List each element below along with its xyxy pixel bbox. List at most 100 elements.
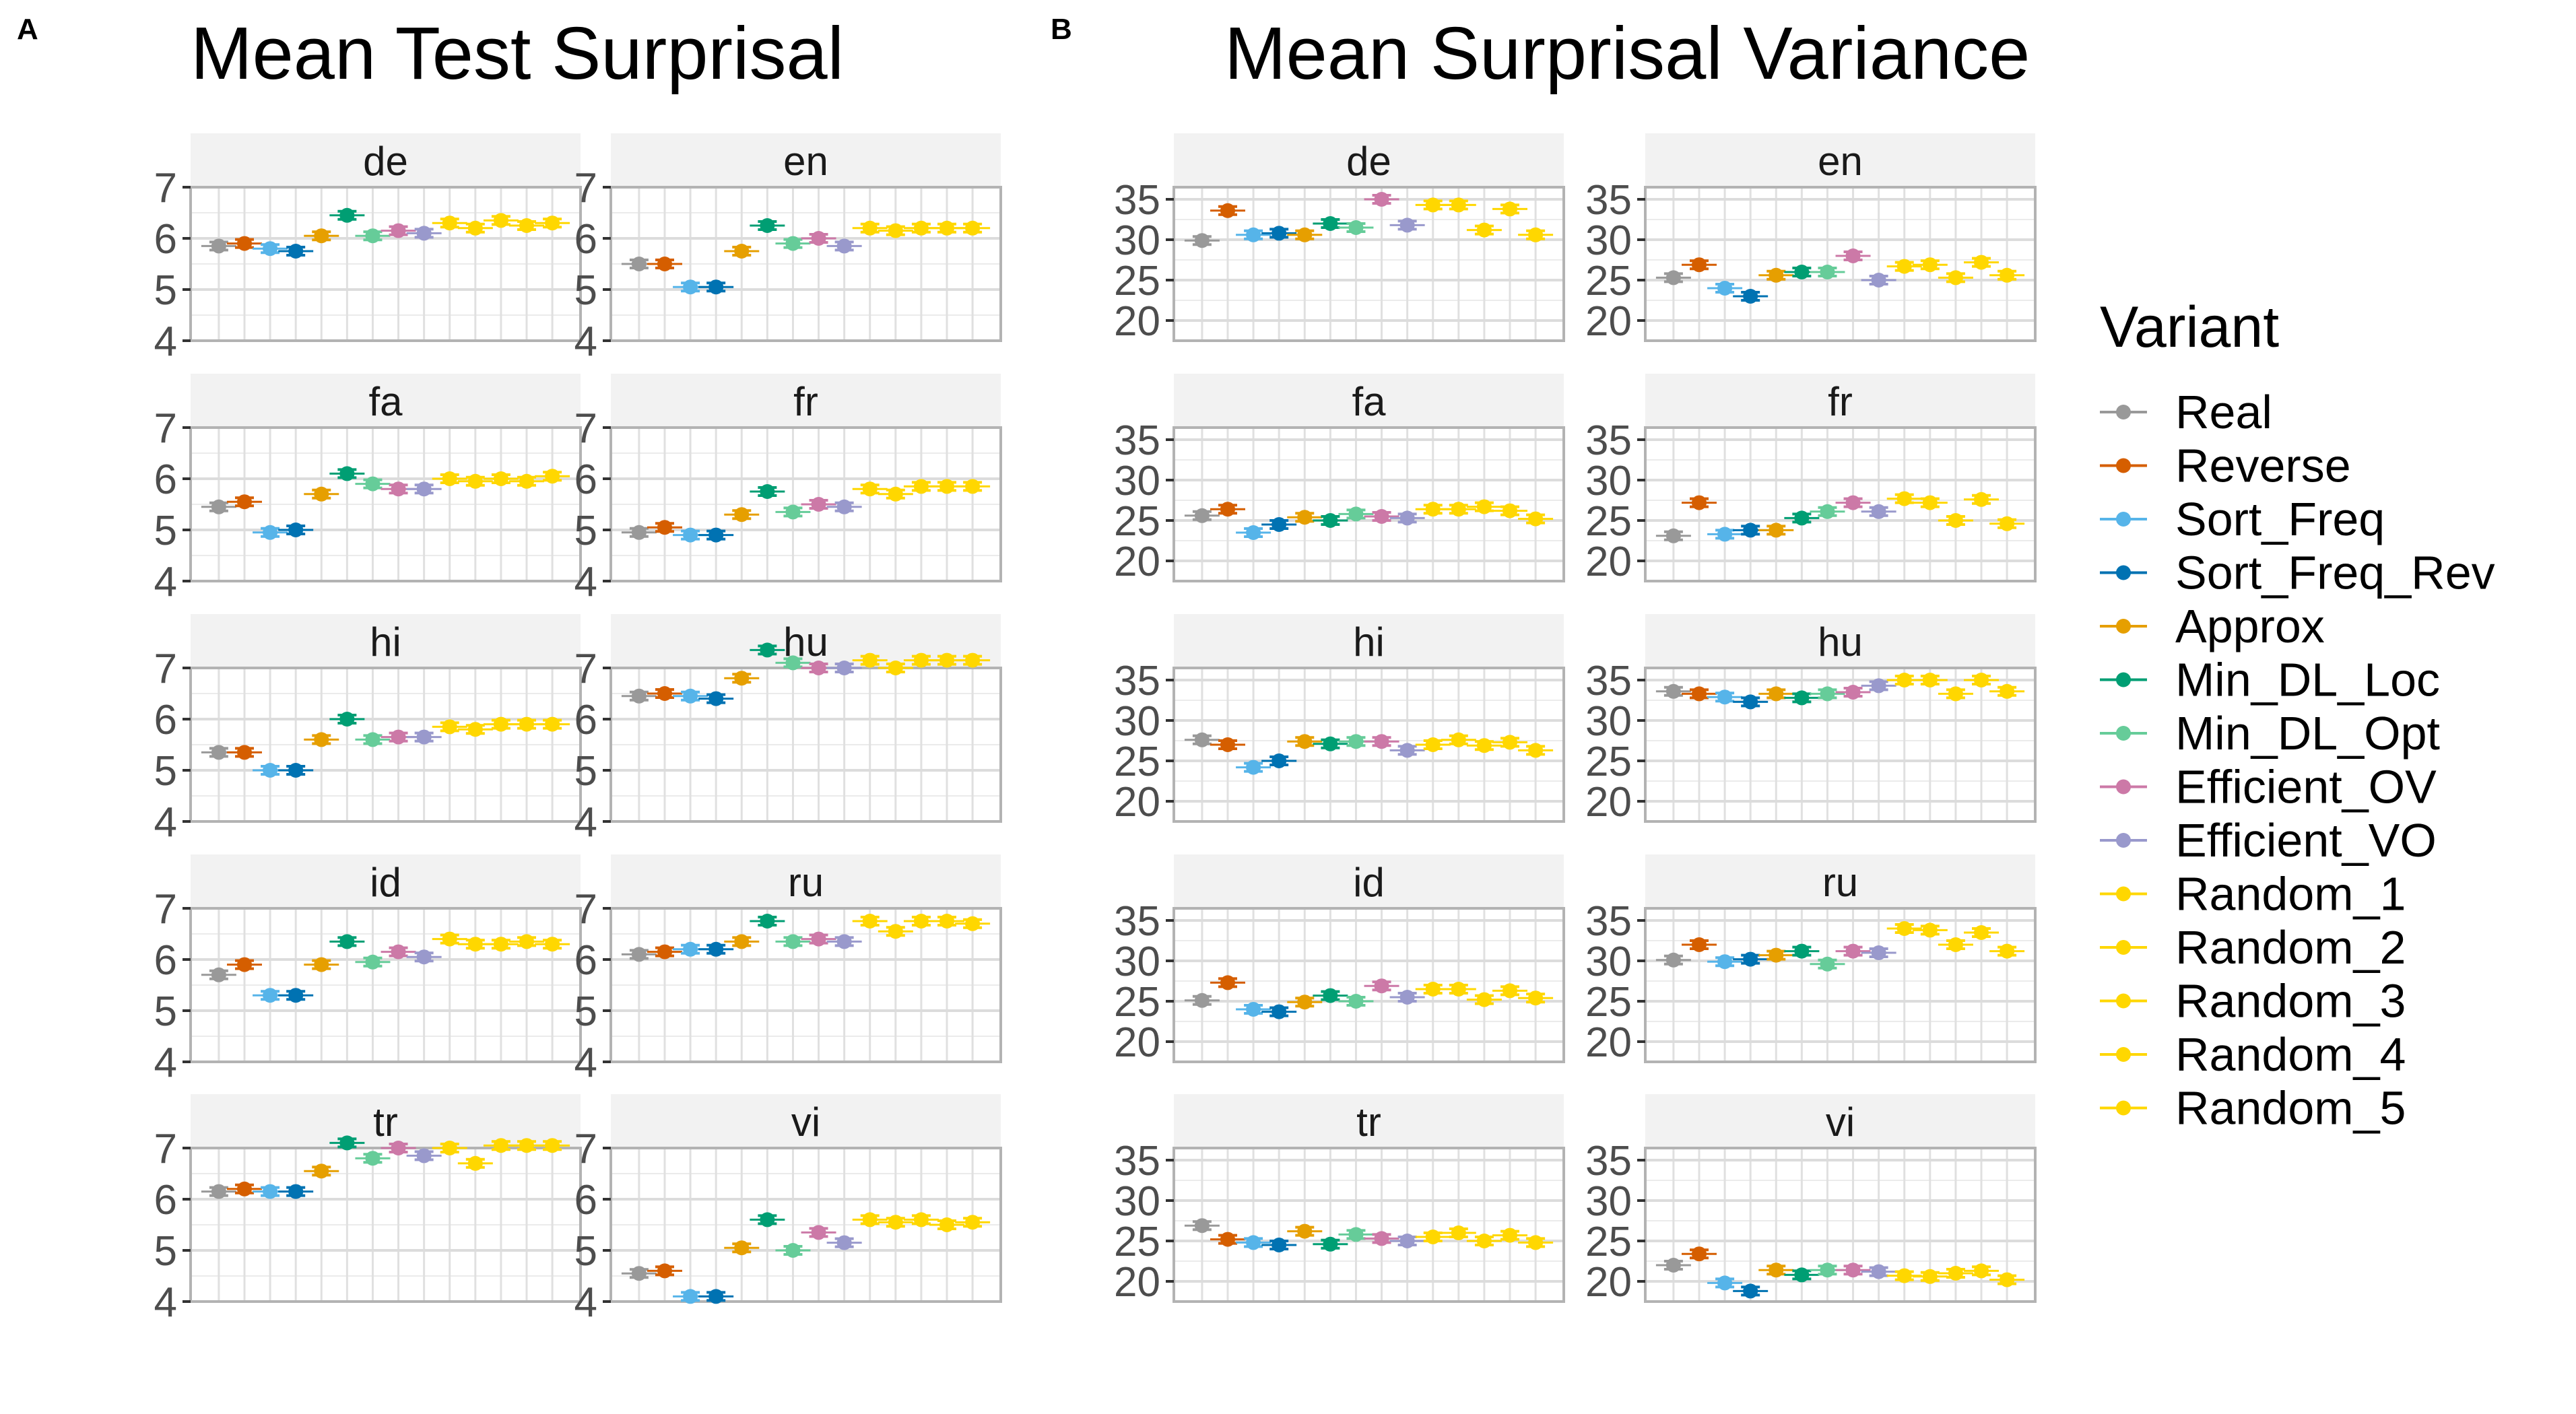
y-tick-label: 20 xyxy=(1114,1259,1160,1306)
point-dot xyxy=(1272,1238,1287,1252)
point-random_4 xyxy=(509,934,545,949)
y-tick-label: 7 xyxy=(574,405,597,452)
point-random_1 xyxy=(432,719,467,735)
legend-key-dot xyxy=(2116,833,2131,848)
point-reverse xyxy=(1681,686,1717,702)
point-dot xyxy=(785,236,801,251)
point-dot xyxy=(683,527,698,543)
plot-background xyxy=(1645,428,2035,581)
point-dot xyxy=(1374,192,1389,207)
point-efficient_vo xyxy=(406,1148,442,1164)
point-dot xyxy=(760,218,775,233)
point-dot xyxy=(1871,504,1886,519)
point-random_4 xyxy=(1964,1263,2000,1279)
point-dot xyxy=(1502,201,1518,217)
point-dot xyxy=(1502,503,1518,518)
point-dot xyxy=(236,957,252,972)
point-dot xyxy=(939,220,955,236)
point-dot xyxy=(314,228,329,244)
panel-border xyxy=(189,186,582,342)
point-random_4 xyxy=(1492,201,1528,217)
point-dot xyxy=(760,1212,775,1227)
legend-title: Variant xyxy=(2100,295,2279,360)
panel-border xyxy=(1644,426,2037,582)
legend-item-efficient_ov: Efficient_OV xyxy=(2100,761,2437,813)
point-dot xyxy=(913,220,929,236)
point-dot xyxy=(2000,1272,2015,1287)
point-min_dl_loc xyxy=(750,218,785,233)
point-sort_freq xyxy=(1707,527,1743,542)
point-random_3 xyxy=(1466,738,1502,753)
point-reverse xyxy=(1681,937,1717,952)
y-tick-label: 20 xyxy=(1585,539,1632,585)
point-min_dl_opt xyxy=(1810,956,1845,972)
point-real xyxy=(621,688,657,704)
point-efficient_ov xyxy=(801,231,836,246)
point-dot xyxy=(1794,1267,1810,1283)
point-reverse xyxy=(647,944,682,960)
point-dot xyxy=(1476,222,1492,238)
point-random_4 xyxy=(1964,255,2000,270)
point-random_4 xyxy=(1492,1227,1528,1243)
facet-label: en xyxy=(783,139,828,184)
point-sort_freq_rev xyxy=(1261,1238,1297,1252)
y-tick-label: 4 xyxy=(154,1040,177,1086)
point-random_2 xyxy=(457,220,493,236)
point-real xyxy=(201,238,236,254)
point-dot xyxy=(545,215,560,231)
point-random_5 xyxy=(1989,516,2025,531)
facet-id-surprisal: id 4 567 xyxy=(154,854,582,1086)
legend-key-dot xyxy=(2116,993,2131,1009)
point-dot xyxy=(1691,686,1707,702)
facet-ru-surprisal: ru 4 567 xyxy=(574,854,1002,1086)
point-dot xyxy=(1246,525,1261,540)
point-real xyxy=(1655,683,1691,699)
point-real xyxy=(1655,1258,1691,1273)
point-random_2 xyxy=(457,1155,493,1171)
point-dot xyxy=(965,479,981,494)
facet-strip xyxy=(611,854,1001,908)
point-dot xyxy=(683,941,698,957)
point-dot xyxy=(1845,495,1861,510)
point-random_2 xyxy=(1441,732,1476,747)
point-real xyxy=(1184,1218,1220,1234)
point-random_4 xyxy=(1492,983,1528,999)
point-dot xyxy=(1348,734,1364,749)
point-random_2 xyxy=(1441,1225,1476,1240)
panel-border xyxy=(1173,426,1565,582)
point-dot xyxy=(263,763,278,778)
point-dot xyxy=(1820,1262,1835,1278)
point-dot xyxy=(1974,673,1989,687)
point-min_dl_opt xyxy=(1338,1227,1374,1242)
y-tick-label: 30 xyxy=(1114,698,1160,745)
point-dot xyxy=(1769,523,1784,538)
panel-b-title: Mean Surprisal Variance xyxy=(1224,12,2030,95)
point-dot xyxy=(734,1240,750,1256)
facet-hi-surprisal: hi 45 6 7 xyxy=(154,614,582,846)
point-random_1 xyxy=(1886,259,1922,274)
point-random_1 xyxy=(432,471,467,486)
point-min_dl_opt xyxy=(775,934,811,949)
point-dot xyxy=(811,231,826,246)
point-random_1 xyxy=(1886,491,1922,506)
legend-item-approx: Approx xyxy=(2100,600,2325,652)
point-dot xyxy=(1323,736,1338,751)
legend-key-dot xyxy=(2116,672,2131,687)
point-approx xyxy=(1758,523,1794,538)
panel-border xyxy=(1173,667,1565,823)
point-sort_freq_rev xyxy=(1733,523,1769,538)
point-min_dl_opt xyxy=(1338,220,1374,235)
point-sort_freq_rev xyxy=(698,691,734,706)
point-dot xyxy=(1922,257,1938,273)
point-sort_freq_rev xyxy=(698,1289,734,1304)
point-random_2 xyxy=(1441,982,1476,997)
point-min_dl_loc xyxy=(1313,988,1348,1003)
point-random_5 xyxy=(535,215,570,231)
point-approx xyxy=(1287,227,1323,242)
point-sort_freq_rev xyxy=(278,763,314,778)
point-dot xyxy=(1871,945,1886,960)
point-dot xyxy=(1348,994,1364,1009)
point-dot xyxy=(519,473,535,489)
point-dot xyxy=(811,931,826,947)
point-dot xyxy=(416,481,432,497)
